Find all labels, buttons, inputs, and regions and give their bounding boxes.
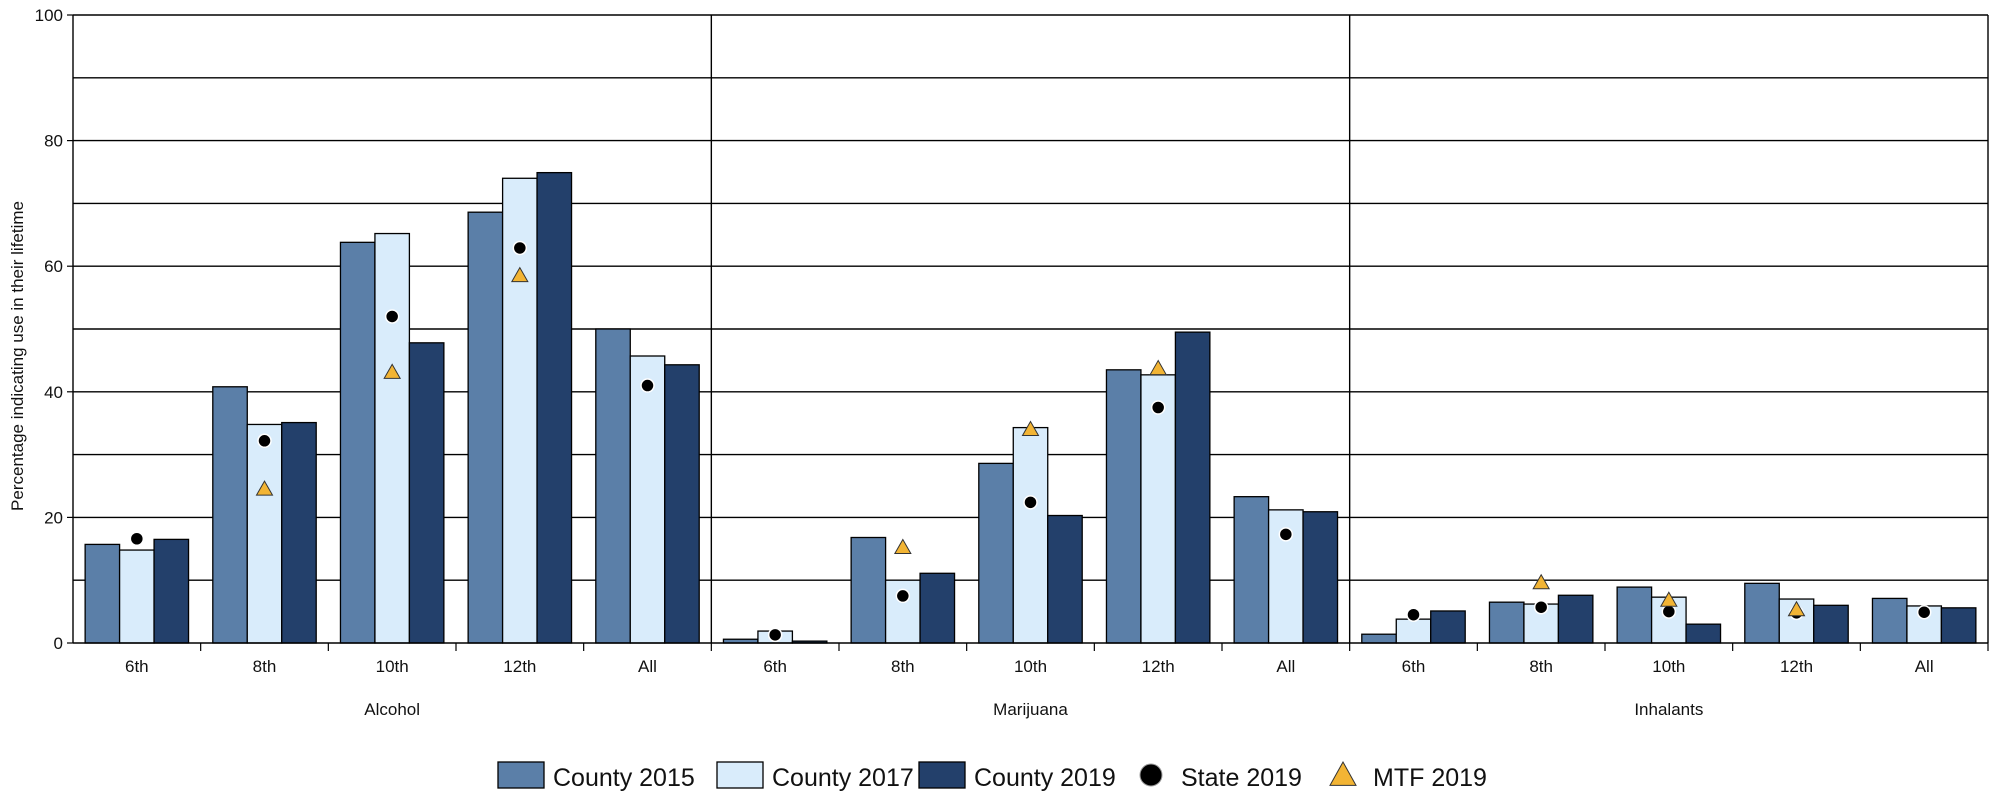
legend-label: County 2015 [553, 764, 695, 792]
bar [1395, 618, 1432, 644]
mtf-marker [383, 363, 402, 379]
state-marker [1150, 400, 1166, 415]
state-marker [384, 309, 400, 324]
mtf-marker [1149, 359, 1168, 376]
mtf-marker [510, 266, 529, 283]
bar [919, 572, 956, 644]
y-tick-label: 0 [54, 634, 63, 653]
axis-labels: 0 20 40 60 80 100 6th 8th 10th 12th All Alcohol 6th 8… [35, 6, 1934, 719]
mtf-marker [1787, 600, 1806, 617]
bar [629, 355, 666, 644]
state-marker [640, 378, 655, 393]
bar [281, 421, 317, 644]
mtf-marker [255, 480, 274, 496]
mtf-marker [1532, 573, 1551, 590]
legend-swatch [1139, 763, 1163, 787]
x-tick-label: 8th [253, 657, 277, 676]
bar [1105, 369, 1142, 644]
x-tick-label: 12th [503, 657, 536, 676]
state-marker [129, 531, 145, 547]
bar [1361, 633, 1397, 644]
bar [664, 364, 700, 644]
state-marker [1661, 604, 1677, 619]
x-tick-label: 10th [376, 657, 409, 676]
bar [595, 328, 631, 644]
bar [374, 232, 411, 644]
state-marker [1406, 607, 1421, 622]
bar [339, 241, 376, 644]
state-marker [257, 433, 272, 449]
group-label: Marijuana [993, 700, 1068, 719]
bar [118, 549, 155, 644]
bar [1174, 331, 1211, 644]
bar [1557, 594, 1594, 644]
bar [1233, 496, 1270, 644]
y-tick-label: 40 [44, 383, 63, 402]
bar [978, 462, 1014, 644]
bar [1744, 582, 1780, 644]
x-tick-label: 6th [125, 657, 149, 676]
state-marker [767, 627, 783, 643]
bar [408, 342, 445, 644]
bar [84, 543, 121, 644]
y-axis-title: Percentage indicating use in their lifet… [8, 201, 27, 511]
x-tick-label: 12th [1780, 657, 1813, 676]
legend-swatch [918, 761, 966, 789]
legend-label: State 2019 [1181, 764, 1302, 792]
x-tick-label: 6th [1402, 657, 1426, 676]
state-marker [1916, 604, 1932, 620]
y-tick-label: 80 [44, 132, 63, 151]
state-marker [1278, 527, 1294, 542]
bar [1488, 601, 1525, 644]
bar [212, 386, 248, 644]
bars [84, 171, 1977, 644]
y-tick-label: 20 [44, 508, 63, 527]
bar [1302, 511, 1339, 644]
bar [1140, 374, 1177, 644]
bar [1685, 623, 1722, 644]
markers [129, 240, 1932, 643]
mtf-marker [1021, 420, 1040, 436]
x-tick-label: 8th [891, 657, 915, 676]
bar [1940, 607, 1977, 644]
x-tick-label: 10th [1652, 657, 1685, 676]
y-tick-label: 100 [35, 6, 63, 25]
legend-label: County 2019 [974, 764, 1116, 792]
bar [1616, 586, 1653, 644]
x-tick-label: All [1915, 657, 1934, 676]
y-tick-label: 60 [44, 257, 63, 276]
x-tick-label: All [1276, 657, 1295, 676]
bar [1813, 604, 1849, 644]
bar [1430, 610, 1466, 644]
bar [536, 171, 573, 644]
bar [467, 211, 504, 644]
bar [850, 536, 887, 644]
state-marker [1533, 599, 1549, 615]
legend-swatch [1329, 760, 1357, 786]
bar [1871, 597, 1908, 644]
state-marker [512, 240, 528, 256]
legend-swatch [716, 761, 764, 789]
legend-label: MTF 2019 [1373, 764, 1487, 792]
legend-label: County 2017 [772, 764, 914, 792]
bar [1047, 514, 1083, 644]
mtf-marker [1659, 591, 1678, 607]
legend: County 2015 County 2017 County 2019 State 2… [497, 760, 1487, 792]
x-tick-label: 6th [763, 657, 787, 676]
bar [153, 538, 190, 644]
axes [67, 14, 1989, 651]
group-label: Alcohol [364, 700, 420, 719]
state-marker [1023, 495, 1038, 510]
bar [246, 423, 283, 644]
state-marker [895, 588, 911, 604]
x-tick-label: 12th [1142, 657, 1175, 676]
group-label: Inhalants [1634, 700, 1703, 719]
x-tick-label: 8th [1529, 657, 1553, 676]
bar [1012, 426, 1049, 644]
x-tick-label: All [638, 657, 657, 676]
mtf-marker [893, 538, 912, 555]
x-tick-label: 10th [1014, 657, 1047, 676]
legend-swatch [497, 761, 545, 789]
